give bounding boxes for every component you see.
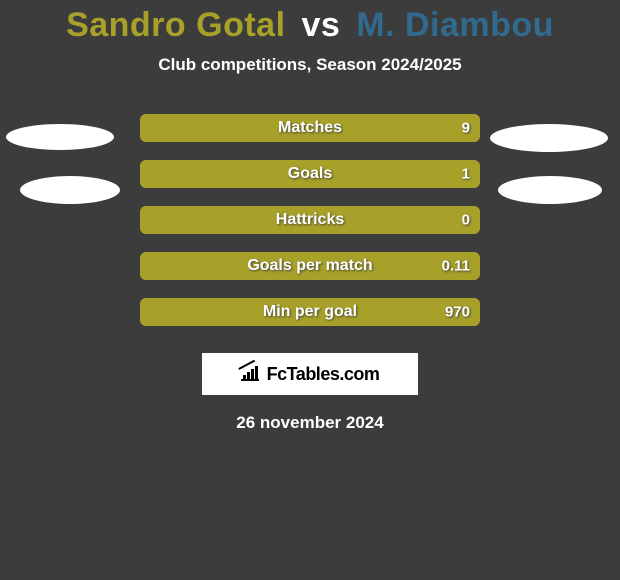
player1-name: Sandro Gotal xyxy=(66,6,285,44)
stat-bar-label: Hattricks xyxy=(276,211,344,229)
stat-bar-label: Min per goal xyxy=(263,303,357,321)
stat-bar: Goals 1 xyxy=(140,160,480,188)
stat-bar: Hattricks 0 xyxy=(140,206,480,234)
stat-bar-row: Hattricks 0 xyxy=(0,197,620,243)
comparison-title: Sandro Gotal vs M. Diambou xyxy=(0,6,620,45)
brand-text: FcTables.com xyxy=(267,364,380,385)
player2-name: M. Diambou xyxy=(356,6,554,44)
stat-bar-label: Goals per match xyxy=(247,257,372,275)
decorative-ellipse xyxy=(498,176,602,204)
stat-bar-value: 1 xyxy=(462,166,470,183)
vs-text: vs xyxy=(301,6,340,44)
brand-box: FcTables.com xyxy=(202,353,418,395)
stat-bar-label: Matches xyxy=(278,119,342,137)
subtitle: Club competitions, Season 2024/2025 xyxy=(0,55,620,75)
stat-bar-row: Goals per match 0.11 xyxy=(0,243,620,289)
stat-bar-value: 0.11 xyxy=(442,258,470,275)
decorative-ellipse xyxy=(20,176,120,204)
stat-bar-label: Goals xyxy=(288,165,332,183)
stat-bar: Min per goal 970 xyxy=(140,298,480,326)
decorative-ellipse xyxy=(490,124,608,152)
date-text: 26 november 2024 xyxy=(0,413,620,433)
decorative-ellipse xyxy=(6,124,114,150)
comparison-container: Sandro Gotal vs M. Diambou Club competit… xyxy=(0,0,620,433)
stat-bar-value: 0 xyxy=(462,212,470,229)
stat-bar-row: Min per goal 970 xyxy=(0,289,620,335)
stat-bar: Goals per match 0.11 xyxy=(140,252,480,280)
stat-bar-value: 9 xyxy=(462,120,470,137)
chart-icon xyxy=(241,365,263,383)
stat-bar-value: 970 xyxy=(445,304,470,321)
stat-bar: Matches 9 xyxy=(140,114,480,142)
